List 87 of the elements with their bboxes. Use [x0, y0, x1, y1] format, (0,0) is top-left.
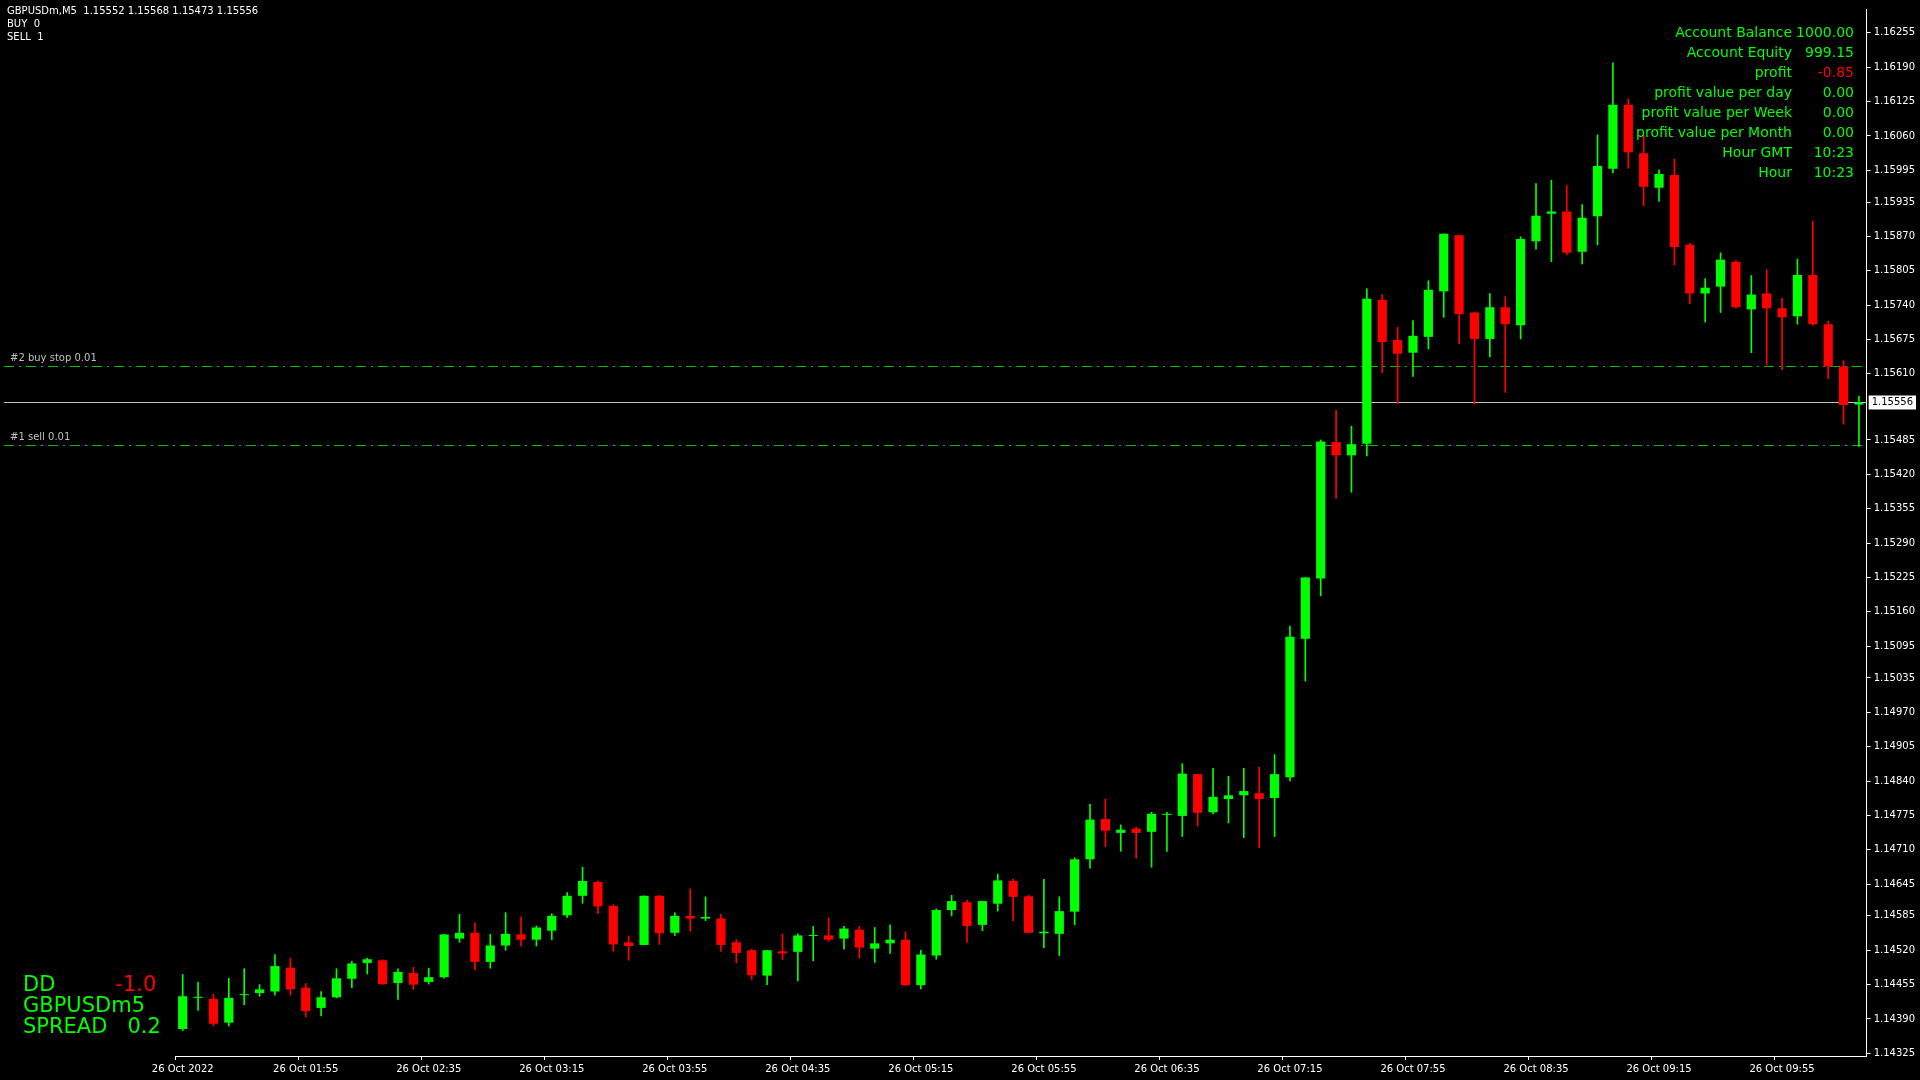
x-tick-label: 26 Oct 04:35	[765, 1062, 831, 1074]
y-tick-label: 1.16190	[1873, 60, 1916, 72]
y-tick-label: 1.15675	[1873, 333, 1916, 345]
y-tick-label: 1.16060	[1873, 129, 1916, 141]
candlestick	[1762, 269, 1772, 366]
candlestick	[239, 968, 249, 1006]
y-tick-label: 1.14840	[1873, 774, 1916, 786]
candlestick	[1331, 410, 1341, 499]
annotation: 0.00	[1821, 83, 1854, 102]
chart-title: GBPUSDm,M5 1.15552 1.15568 1.15473 1.15556	[7, 4, 259, 17]
candlestick	[808, 926, 818, 962]
annotation: Hour	[1758, 163, 1792, 182]
y-tick-label: 1.14455	[1873, 978, 1916, 990]
annotation: 0.00	[1821, 103, 1854, 122]
y-tick-label: 1.14390	[1873, 1012, 1916, 1024]
y-tick-label: 1.15805	[1873, 264, 1916, 276]
candlestick	[1116, 824, 1126, 852]
candlestick	[870, 927, 880, 963]
y-tick-label: 1.15870	[1873, 229, 1916, 241]
annotation: 0.00	[1821, 123, 1854, 142]
y-tick-label: 1.15160	[1873, 605, 1916, 617]
candlestick	[1854, 395, 1864, 447]
x-tick-label: 26 Oct 07:15	[1257, 1062, 1323, 1074]
annotation: profit	[1754, 63, 1792, 82]
y-tick-label: 1.15355	[1873, 502, 1916, 514]
candlestick	[1500, 296, 1510, 393]
text: BUY 0	[7, 17, 41, 30]
ref-line-label: #1 sell 0.01	[10, 430, 71, 442]
annotation: profit value per day	[1654, 83, 1792, 102]
y-tick-label: 1.16125	[1873, 95, 1916, 107]
text: GBPUSDm5	[23, 993, 147, 1017]
x-tick-label: 26 Oct 01:55	[273, 1062, 339, 1074]
text: SPREAD 0.2	[23, 1014, 161, 1038]
annotation: 1000.00	[1795, 23, 1854, 42]
candlestick	[516, 916, 526, 947]
x-tick-label: 26 Oct 02:35	[396, 1062, 462, 1074]
annotation: Account Balance	[1675, 23, 1792, 42]
y-tick-label: 1.14325	[1873, 1046, 1916, 1058]
x-tick-label: 26 Oct 07:55	[1380, 1062, 1446, 1074]
y-tick-label: 1.15610	[1873, 367, 1916, 379]
y-tick-label: 1.15420	[1873, 467, 1916, 479]
y-tick-label: 1.14520	[1873, 943, 1916, 955]
ref-line-label: #2 buy stop 0.01	[10, 352, 97, 364]
y-tick-label: 1.16255	[1873, 26, 1916, 38]
candlestick	[1254, 766, 1264, 848]
y-tick-label: 1.15035	[1873, 671, 1916, 683]
annotation: 10:23	[1812, 143, 1854, 162]
x-tick-label: 26 Oct 03:15	[519, 1062, 585, 1074]
annotation: profit value per Week	[1641, 103, 1792, 122]
y-tick-label: 1.14905	[1873, 740, 1916, 752]
x-tick-label: 26 Oct 06:35	[1134, 1062, 1200, 1074]
x-tick-label: 26 Oct 05:55	[1011, 1062, 1077, 1074]
x-tick-label: 26 Oct 08:35	[1503, 1062, 1569, 1074]
annotation: 10:23	[1812, 163, 1854, 182]
y-tick-label: 1.14970	[1873, 705, 1916, 717]
x-tick-label: 26 Oct 03:55	[642, 1062, 708, 1074]
x-tick-label: 26 Oct 2022	[151, 1062, 214, 1074]
candlestick	[1131, 826, 1141, 859]
annotation: Hour GMT	[1722, 143, 1792, 162]
candlestick	[193, 981, 203, 1011]
y-tick-label: 1.14775	[1873, 809, 1916, 820]
annotation: Account Equity	[1686, 43, 1792, 62]
y-tick-label: 1.15290	[1873, 536, 1916, 548]
candlestick	[685, 888, 695, 932]
y-tick-label: 1.15225	[1873, 571, 1916, 583]
text: SELL 1	[7, 30, 45, 43]
y-tick-label: 1.15485	[1873, 433, 1916, 445]
y-tick-label: 1.15935	[1873, 195, 1916, 207]
y-tick-label: 1.14645	[1873, 877, 1916, 889]
y-tick-label: 1.15095	[1873, 639, 1916, 651]
text: DD	[23, 972, 56, 996]
annotation: -0.85	[1816, 63, 1854, 82]
candlestick	[1239, 768, 1249, 838]
ref-line-label: 1.15556	[1871, 396, 1914, 408]
y-tick-label: 1.14710	[1873, 843, 1916, 855]
candlestick	[1162, 811, 1172, 852]
y-tick-label: 1.14585	[1873, 909, 1916, 921]
x-tick-label: 26 Oct 09:55	[1749, 1062, 1815, 1074]
candlestick	[1746, 275, 1756, 354]
y-tick-label: 1.15740	[1873, 298, 1916, 310]
candlestick	[1777, 297, 1787, 370]
y-tick-label: 1.15995	[1873, 163, 1916, 175]
x-tick-label: 26 Oct 05:15	[888, 1062, 954, 1074]
text: -1.0	[115, 972, 157, 996]
annotation: 999.15	[1804, 43, 1854, 62]
x-tick-label: 26 Oct 09:15	[1626, 1062, 1692, 1074]
annotation: profit value per Month	[1636, 123, 1792, 142]
